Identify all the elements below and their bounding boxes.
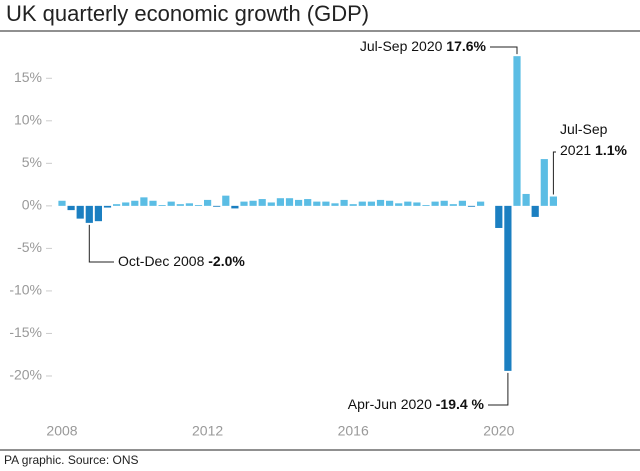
annotation: Jul-Sep 2020 17.6%	[360, 38, 487, 54]
bar	[158, 205, 166, 206]
bar	[467, 205, 476, 207]
bar	[358, 201, 366, 206]
bar	[285, 198, 294, 206]
source-note: PA graphic. Source: ONS	[4, 453, 139, 467]
bar	[167, 201, 175, 206]
bar	[213, 205, 221, 207]
y-tick-label: 5%	[22, 154, 42, 170]
bar	[522, 193, 530, 206]
bar	[340, 199, 348, 206]
leader-line	[552, 151, 556, 195]
value-label: -19.4 %	[436, 396, 485, 412]
x-tick-label: 2012	[192, 423, 223, 439]
bar	[258, 199, 266, 206]
bar	[103, 205, 112, 208]
bar	[85, 205, 93, 223]
annotation-text: Jul-Sep	[560, 121, 608, 137]
bar	[67, 205, 75, 211]
y-tick-label: -20%	[9, 367, 42, 383]
bar	[422, 205, 430, 206]
bar	[531, 205, 539, 217]
leader-line	[488, 372, 509, 406]
chart-title: UK quarterly economic growth (GDP)	[6, 1, 369, 26]
bar	[404, 201, 412, 206]
bar	[58, 200, 66, 206]
bar	[331, 203, 339, 206]
annotation-text: 2021	[560, 142, 591, 158]
y-tick-label: -5%	[17, 239, 42, 255]
annotation-text: Jul-Sep 2020	[360, 38, 443, 54]
y-tick-label: 10%	[14, 112, 42, 128]
annotation: Jul-Sep 2021 1.1%	[560, 121, 628, 158]
bar	[122, 202, 130, 206]
bar	[495, 205, 503, 228]
bar	[240, 201, 248, 206]
bar	[413, 202, 421, 206]
y-tick-label: 15%	[14, 69, 42, 85]
bar	[222, 195, 230, 206]
bar	[276, 198, 284, 206]
bar	[477, 201, 485, 206]
bar	[431, 201, 439, 206]
bar	[458, 200, 466, 206]
x-tick-label: 2016	[338, 423, 369, 439]
bar	[549, 196, 557, 206]
bar	[76, 205, 84, 219]
bar	[540, 159, 548, 206]
annotation-text: Oct-Dec 2008	[118, 253, 205, 269]
leader-line	[88, 224, 114, 263]
bar	[113, 204, 121, 206]
bar	[140, 197, 148, 206]
bar	[304, 199, 312, 206]
bar	[176, 204, 184, 206]
y-tick-label: 0%	[22, 197, 42, 213]
bar	[295, 199, 303, 206]
bar	[267, 202, 275, 206]
y-tick-label: -10%	[9, 282, 42, 298]
bar	[204, 199, 212, 206]
bar	[386, 200, 394, 206]
bar	[185, 203, 193, 206]
bar	[376, 199, 385, 206]
bar	[395, 203, 403, 206]
bar	[449, 204, 457, 206]
bar	[349, 204, 357, 206]
bar	[131, 200, 139, 206]
value-label: 1.1%	[595, 142, 627, 158]
value-label: 17.6%	[446, 38, 486, 54]
bar	[440, 200, 448, 206]
bar	[504, 205, 512, 371]
bar	[231, 205, 239, 209]
leader-line	[490, 46, 518, 55]
annotation: Apr-Jun 2020 -19.4 %	[348, 396, 485, 412]
bar	[313, 201, 321, 206]
annotation-text: Apr-Jun 2020	[348, 396, 432, 412]
bar	[367, 201, 375, 206]
bar	[322, 201, 330, 206]
x-tick-label: 2020	[483, 423, 514, 439]
bar	[194, 205, 203, 206]
bar	[149, 200, 157, 206]
value-label: -2.0%	[208, 253, 245, 269]
x-tick-label: 2008	[46, 423, 77, 439]
bar	[249, 200, 257, 206]
bar	[94, 205, 102, 222]
y-tick-label: -15%	[9, 324, 42, 340]
bar	[513, 56, 521, 206]
annotation: Oct-Dec 2008 -2.0%	[118, 253, 245, 269]
